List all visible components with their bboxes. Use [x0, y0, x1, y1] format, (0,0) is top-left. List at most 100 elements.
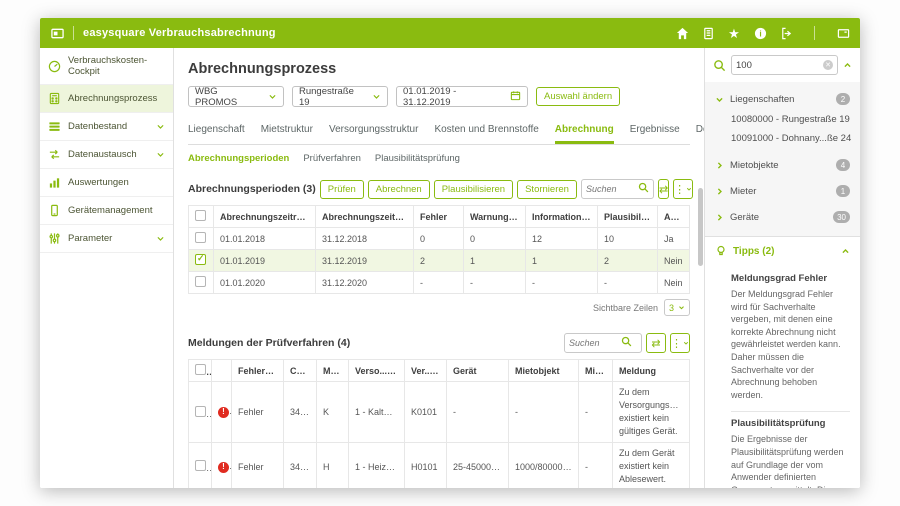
tab-dokumente[interactable]: Dokumente: [695, 124, 704, 135]
count-badge: 30: [833, 211, 850, 223]
app-title: easysquare Verbrauchsabrechnung: [83, 27, 276, 39]
context-search-input[interactable]: [736, 59, 823, 71]
period-date-field[interactable]: 01.01.2019 - 31.12.2019: [396, 85, 528, 108]
sidebar-item-label: Abrechnungsprozess: [68, 93, 158, 104]
row-checkbox[interactable]: [195, 460, 206, 472]
logout-icon[interactable]: [779, 26, 793, 40]
periods-more-icon[interactable]: ⋮: [673, 179, 694, 199]
tips-panel-header[interactable]: Tipps (2): [705, 236, 860, 265]
search-icon[interactable]: [621, 334, 632, 352]
lightbulb-icon: [715, 245, 727, 257]
col-header: Fehler: [413, 205, 464, 228]
chevron-down-icon: [268, 92, 277, 101]
sidebar-item-parameter[interactable]: Parameter: [40, 225, 173, 253]
tree-group-geraete[interactable]: Geräte 30: [705, 206, 860, 228]
messages-more-icon[interactable]: ⋮: [670, 333, 690, 353]
col-header: Code: [283, 359, 317, 382]
chevron-down-icon: [679, 306, 684, 310]
cell: 2: [597, 249, 658, 272]
row-checkbox[interactable]: [195, 232, 206, 243]
cell: -: [597, 271, 658, 294]
plausibilisieren-button[interactable]: Plausibilisieren: [433, 179, 514, 199]
error-icon: !: [218, 461, 229, 473]
periods-section-header: Abrechnungsperioden (3) Prüfen Abrechnen…: [188, 179, 694, 199]
clear-search-icon[interactable]: ✕: [823, 60, 833, 70]
collapse-search-chevron-up-icon[interactable]: [843, 61, 852, 70]
favorites-star-icon[interactable]: ★: [728, 25, 740, 41]
tab-mietstruktur[interactable]: Mietstruktur: [260, 124, 313, 135]
home-icon[interactable]: [675, 26, 689, 40]
sidebar-item-datenbestand[interactable]: Datenbestand: [40, 113, 173, 141]
severity-col-header: [211, 359, 232, 382]
tips-content: Meldungsgrad Fehler Der Meldungsgrad Feh…: [705, 265, 860, 488]
calendar-icon: [510, 90, 521, 104]
tree-group-liegenschaften[interactable]: Liegenschaften 2: [705, 88, 860, 110]
subtab-abrechnungsperioden[interactable]: Abrechnungsperioden: [188, 153, 290, 164]
sidebar-item-auswertungen[interactable]: Auswertungen: [40, 169, 173, 197]
cell: 12: [525, 227, 598, 250]
tree-group-label: Liegenschaften: [730, 93, 795, 105]
periods-refresh-icon[interactable]: ⇄: [657, 179, 670, 199]
search-icon[interactable]: [713, 59, 726, 72]
periods-search-input[interactable]: [585, 184, 638, 194]
visible-rows-value: 3: [668, 302, 674, 313]
select-all-checkbox[interactable]: [195, 210, 206, 221]
sidebar-item-geraetemanagement[interactable]: Gerätemanagement: [40, 197, 173, 225]
table-row-selected[interactable]: 01.01.2019 31.12.2019 2 1 1 2 Nein: [188, 249, 690, 272]
search-icon[interactable]: [638, 180, 649, 198]
table-row[interactable]: 01.01.2020 31.12.2020 - - - - Nein: [188, 271, 690, 294]
window-icon[interactable]: [836, 26, 850, 40]
tips-title: Tipps (2): [733, 245, 775, 257]
cell: 01.01.2019: [213, 249, 316, 272]
tab-abrechnung[interactable]: Abrechnung: [554, 120, 614, 144]
subtab-plausibilitaetspruefung[interactable]: Plausibilitätsprüfung: [374, 153, 460, 164]
cell: Fehler: [231, 442, 284, 488]
cockpit-gauge-icon: [48, 60, 61, 73]
exchange-arrows-icon: [48, 148, 61, 161]
messages-refresh-icon[interactable]: ⇄: [646, 333, 666, 353]
row-checkbox-checked[interactable]: [195, 253, 206, 265]
select-all-checkbox[interactable]: [195, 364, 206, 375]
pruefen-button[interactable]: Prüfen: [319, 179, 364, 199]
tip-text: Die Ergebnisse der Plausibilitätsprüfung…: [731, 434, 844, 488]
tab-liegenschaft[interactable]: Liegenschaft: [188, 124, 245, 135]
cell: K: [316, 380, 349, 444]
stornieren-button[interactable]: Stornieren: [517, 179, 577, 199]
period-date-value: 01.01.2019 - 31.12.2019: [403, 85, 457, 108]
table-row[interactable]: ! Fehler 3405 H 1 - Heizung H0101 25-450…: [188, 442, 690, 488]
sidebar-item-datenaustausch[interactable]: Datenaustausch: [40, 141, 173, 169]
subtab-pruefverfahren[interactable]: Prüfverfahren: [303, 153, 361, 164]
app-menu-icon[interactable]: [50, 26, 64, 40]
cell: 1 - Heizung: [348, 442, 405, 488]
table-row[interactable]: 01.01.2018 31.12.2018 0 0 12 10 Ja: [188, 227, 690, 250]
messages-search-box: [564, 333, 642, 353]
tree-group-mietobjekte[interactable]: Mietobjekte 4: [705, 154, 860, 176]
company-select[interactable]: WBG PROMOS: [188, 86, 284, 108]
tab-kosten-und-brennstoffe[interactable]: Kosten und Brennstoffe: [434, 124, 539, 135]
sidebar-item-abrechnungsprozess[interactable]: Abrechnungsprozess: [40, 85, 173, 113]
tree-item-liegenschaft-2[interactable]: 10091000 - Dohnany...ße 24: [731, 133, 852, 144]
cell: Nein: [657, 271, 690, 294]
tab-ergebnisse[interactable]: Ergebnisse: [629, 124, 680, 135]
tree-group-mieter[interactable]: Mieter 1: [705, 180, 860, 202]
change-selection-button[interactable]: Auswahl ändern: [536, 87, 621, 106]
col-header: Abgerechnet: [657, 205, 690, 228]
chevron-down-icon: [372, 92, 381, 101]
report-icon[interactable]: [701, 26, 715, 40]
tree-item-liegenschaft-1[interactable]: 10080000 - Rungestraße 19: [731, 114, 850, 125]
main-scrollbar-thumb[interactable]: [698, 188, 703, 266]
property-select[interactable]: Rungestraße 19: [292, 85, 388, 108]
tree-group-label: Mieter: [730, 185, 757, 197]
table-row[interactable]: ! Fehler 3401 K 1 - Kaltwasser K0101 - -…: [188, 380, 690, 444]
messages-search-input[interactable]: [569, 338, 621, 348]
property-select-value: Rungestraße 19: [299, 85, 354, 108]
row-checkbox[interactable]: [195, 276, 206, 287]
abrechnen-button[interactable]: Abrechnen: [367, 179, 430, 199]
info-icon[interactable]: i: [753, 26, 767, 40]
sidebar-item-verbrauchskosten-cockpit[interactable]: Verbrauchskosten-Cockpit: [40, 48, 173, 85]
tab-versorgungsstruktur[interactable]: Versorgungsstruktur: [328, 124, 419, 135]
visible-rows-label: Sichtbare Zeilen: [592, 302, 658, 313]
row-checkbox[interactable]: [195, 405, 206, 417]
visible-rows-dropdown[interactable]: 3: [663, 299, 690, 316]
message-cell: Zu dem Versorgungskreis existiert kein g…: [612, 380, 690, 444]
